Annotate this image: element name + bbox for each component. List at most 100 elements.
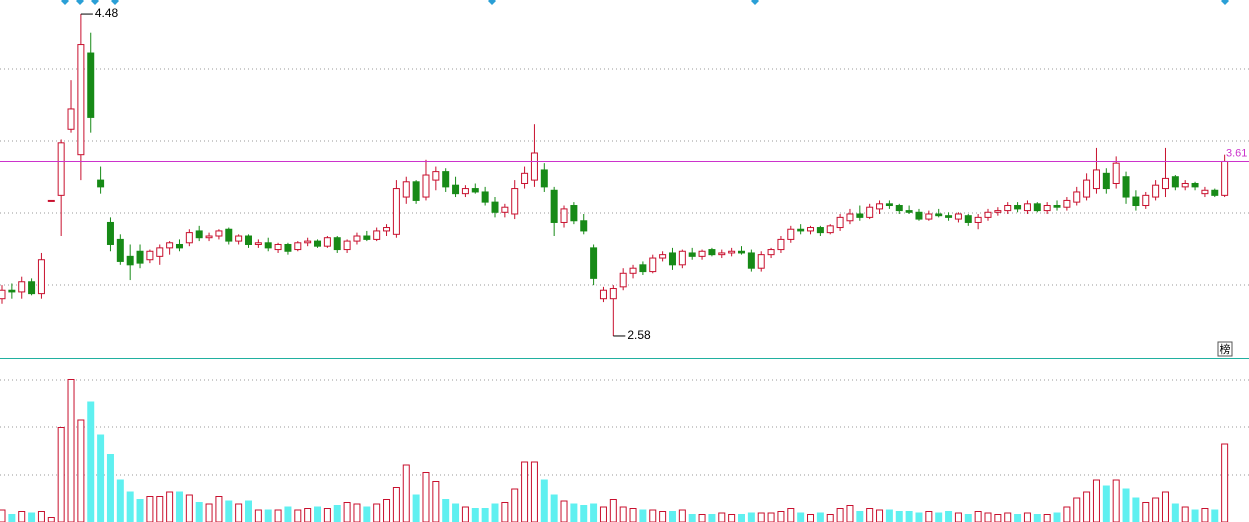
- volume-bar: [629, 508, 637, 522]
- candle-body: [77, 44, 85, 156]
- volume-bar: [1033, 514, 1041, 522]
- volume-bar: [126, 491, 134, 522]
- candle-body: [570, 205, 578, 222]
- candle-body: [668, 252, 676, 266]
- volume-bar: [136, 499, 144, 522]
- badge[interactable]: 榜: [1217, 341, 1233, 357]
- event-marker[interactable]: [111, 0, 119, 5]
- volume-bar: [461, 506, 469, 522]
- volume-bar: [166, 491, 174, 522]
- candle-body: [471, 188, 479, 193]
- candle-body: [87, 52, 95, 118]
- candle-body: [807, 227, 815, 232]
- candle-body: [97, 179, 105, 188]
- grid: [0, 68, 1249, 476]
- volume-bar: [1004, 512, 1012, 522]
- candle-body: [18, 281, 26, 293]
- volume-bar: [826, 514, 834, 522]
- volume-bar: [412, 494, 420, 522]
- candle-body: [816, 227, 824, 234]
- candle-body: [284, 243, 292, 252]
- volume-bar: [254, 509, 262, 522]
- candle-body: [1033, 203, 1041, 212]
- candle-body: [452, 184, 460, 195]
- volume-bar: [945, 511, 953, 522]
- volume-bar: [777, 511, 785, 522]
- volume-bar: [1142, 502, 1150, 522]
- event-marker[interactable]: [61, 0, 69, 5]
- candle-body: [373, 230, 381, 240]
- candle-body: [225, 228, 233, 242]
- volume-bar: [8, 514, 16, 522]
- volume-bar: [37, 511, 45, 522]
- volume-bar: [1043, 514, 1051, 522]
- candle-body: [935, 213, 943, 217]
- candle-body: [67, 108, 75, 130]
- volume-bar: [905, 511, 913, 522]
- candle-body: [895, 205, 903, 212]
- candle-body: [166, 242, 174, 249]
- candle-body: [826, 225, 834, 234]
- volume-bar: [1014, 514, 1022, 522]
- candle-body: [1083, 179, 1091, 198]
- candle-body: [708, 249, 716, 256]
- candle-body: [343, 240, 351, 251]
- candle-body: [994, 210, 1002, 213]
- event-marker[interactable]: [488, 0, 496, 5]
- event-marker[interactable]: [751, 0, 759, 5]
- candle-body: [836, 216, 844, 229]
- volume-bar: [1201, 508, 1209, 522]
- candle-body: [422, 174, 430, 198]
- volume-bar: [511, 488, 519, 522]
- candle-body: [659, 254, 667, 259]
- candle-body: [757, 254, 765, 269]
- volume-bar: [28, 512, 36, 522]
- candle-body: [885, 203, 893, 207]
- volume-bar: [87, 401, 95, 522]
- volume-bar: [146, 496, 154, 522]
- candle-body: [866, 206, 874, 218]
- volume-bar: [856, 511, 864, 522]
- volume-bar: [432, 481, 440, 522]
- volume-bar: [1073, 497, 1081, 522]
- volume-bar: [225, 500, 233, 522]
- candle-body: [984, 211, 992, 218]
- volume-bar: [294, 509, 302, 522]
- volume-bar: [609, 499, 617, 522]
- candle-body: [1171, 176, 1179, 188]
- candle-body: [1063, 199, 1071, 208]
- volume-bar: [1211, 509, 1219, 522]
- volume-bar: [392, 487, 400, 522]
- event-marker[interactable]: [76, 0, 84, 5]
- candle-body: [1142, 194, 1150, 207]
- candle-body: [37, 259, 45, 295]
- candle-body: [254, 242, 262, 245]
- candle-body: [136, 250, 144, 264]
- candle-body: [1191, 182, 1199, 188]
- candle-body: [698, 250, 706, 257]
- event-marker[interactable]: [1221, 0, 1229, 5]
- volume-bar: [1161, 491, 1169, 522]
- volume-bar: [353, 503, 361, 522]
- volume-bar: [363, 506, 371, 522]
- volume-bar: [205, 503, 213, 522]
- candle-body: [540, 169, 548, 188]
- volume-bar: [383, 499, 391, 522]
- candle-body: [1122, 176, 1130, 198]
- volume-bar: [728, 514, 736, 522]
- last-price-label: 3.61: [1226, 147, 1247, 159]
- event-marker[interactable]: [91, 0, 99, 5]
- volume-bar: [954, 512, 962, 522]
- volume-bar: [333, 505, 341, 522]
- candle-body: [1014, 205, 1022, 210]
- candle-body: [235, 235, 243, 242]
- volume-bar: [215, 496, 223, 522]
- candle-body: [876, 203, 884, 210]
- volume-bar: [422, 472, 430, 522]
- candle-body: [1004, 205, 1012, 212]
- candle-body: [954, 213, 962, 220]
- candle-body: [363, 235, 371, 240]
- candle-body: [590, 247, 598, 279]
- candle-body: [491, 201, 499, 213]
- candle-body: [738, 250, 745, 254]
